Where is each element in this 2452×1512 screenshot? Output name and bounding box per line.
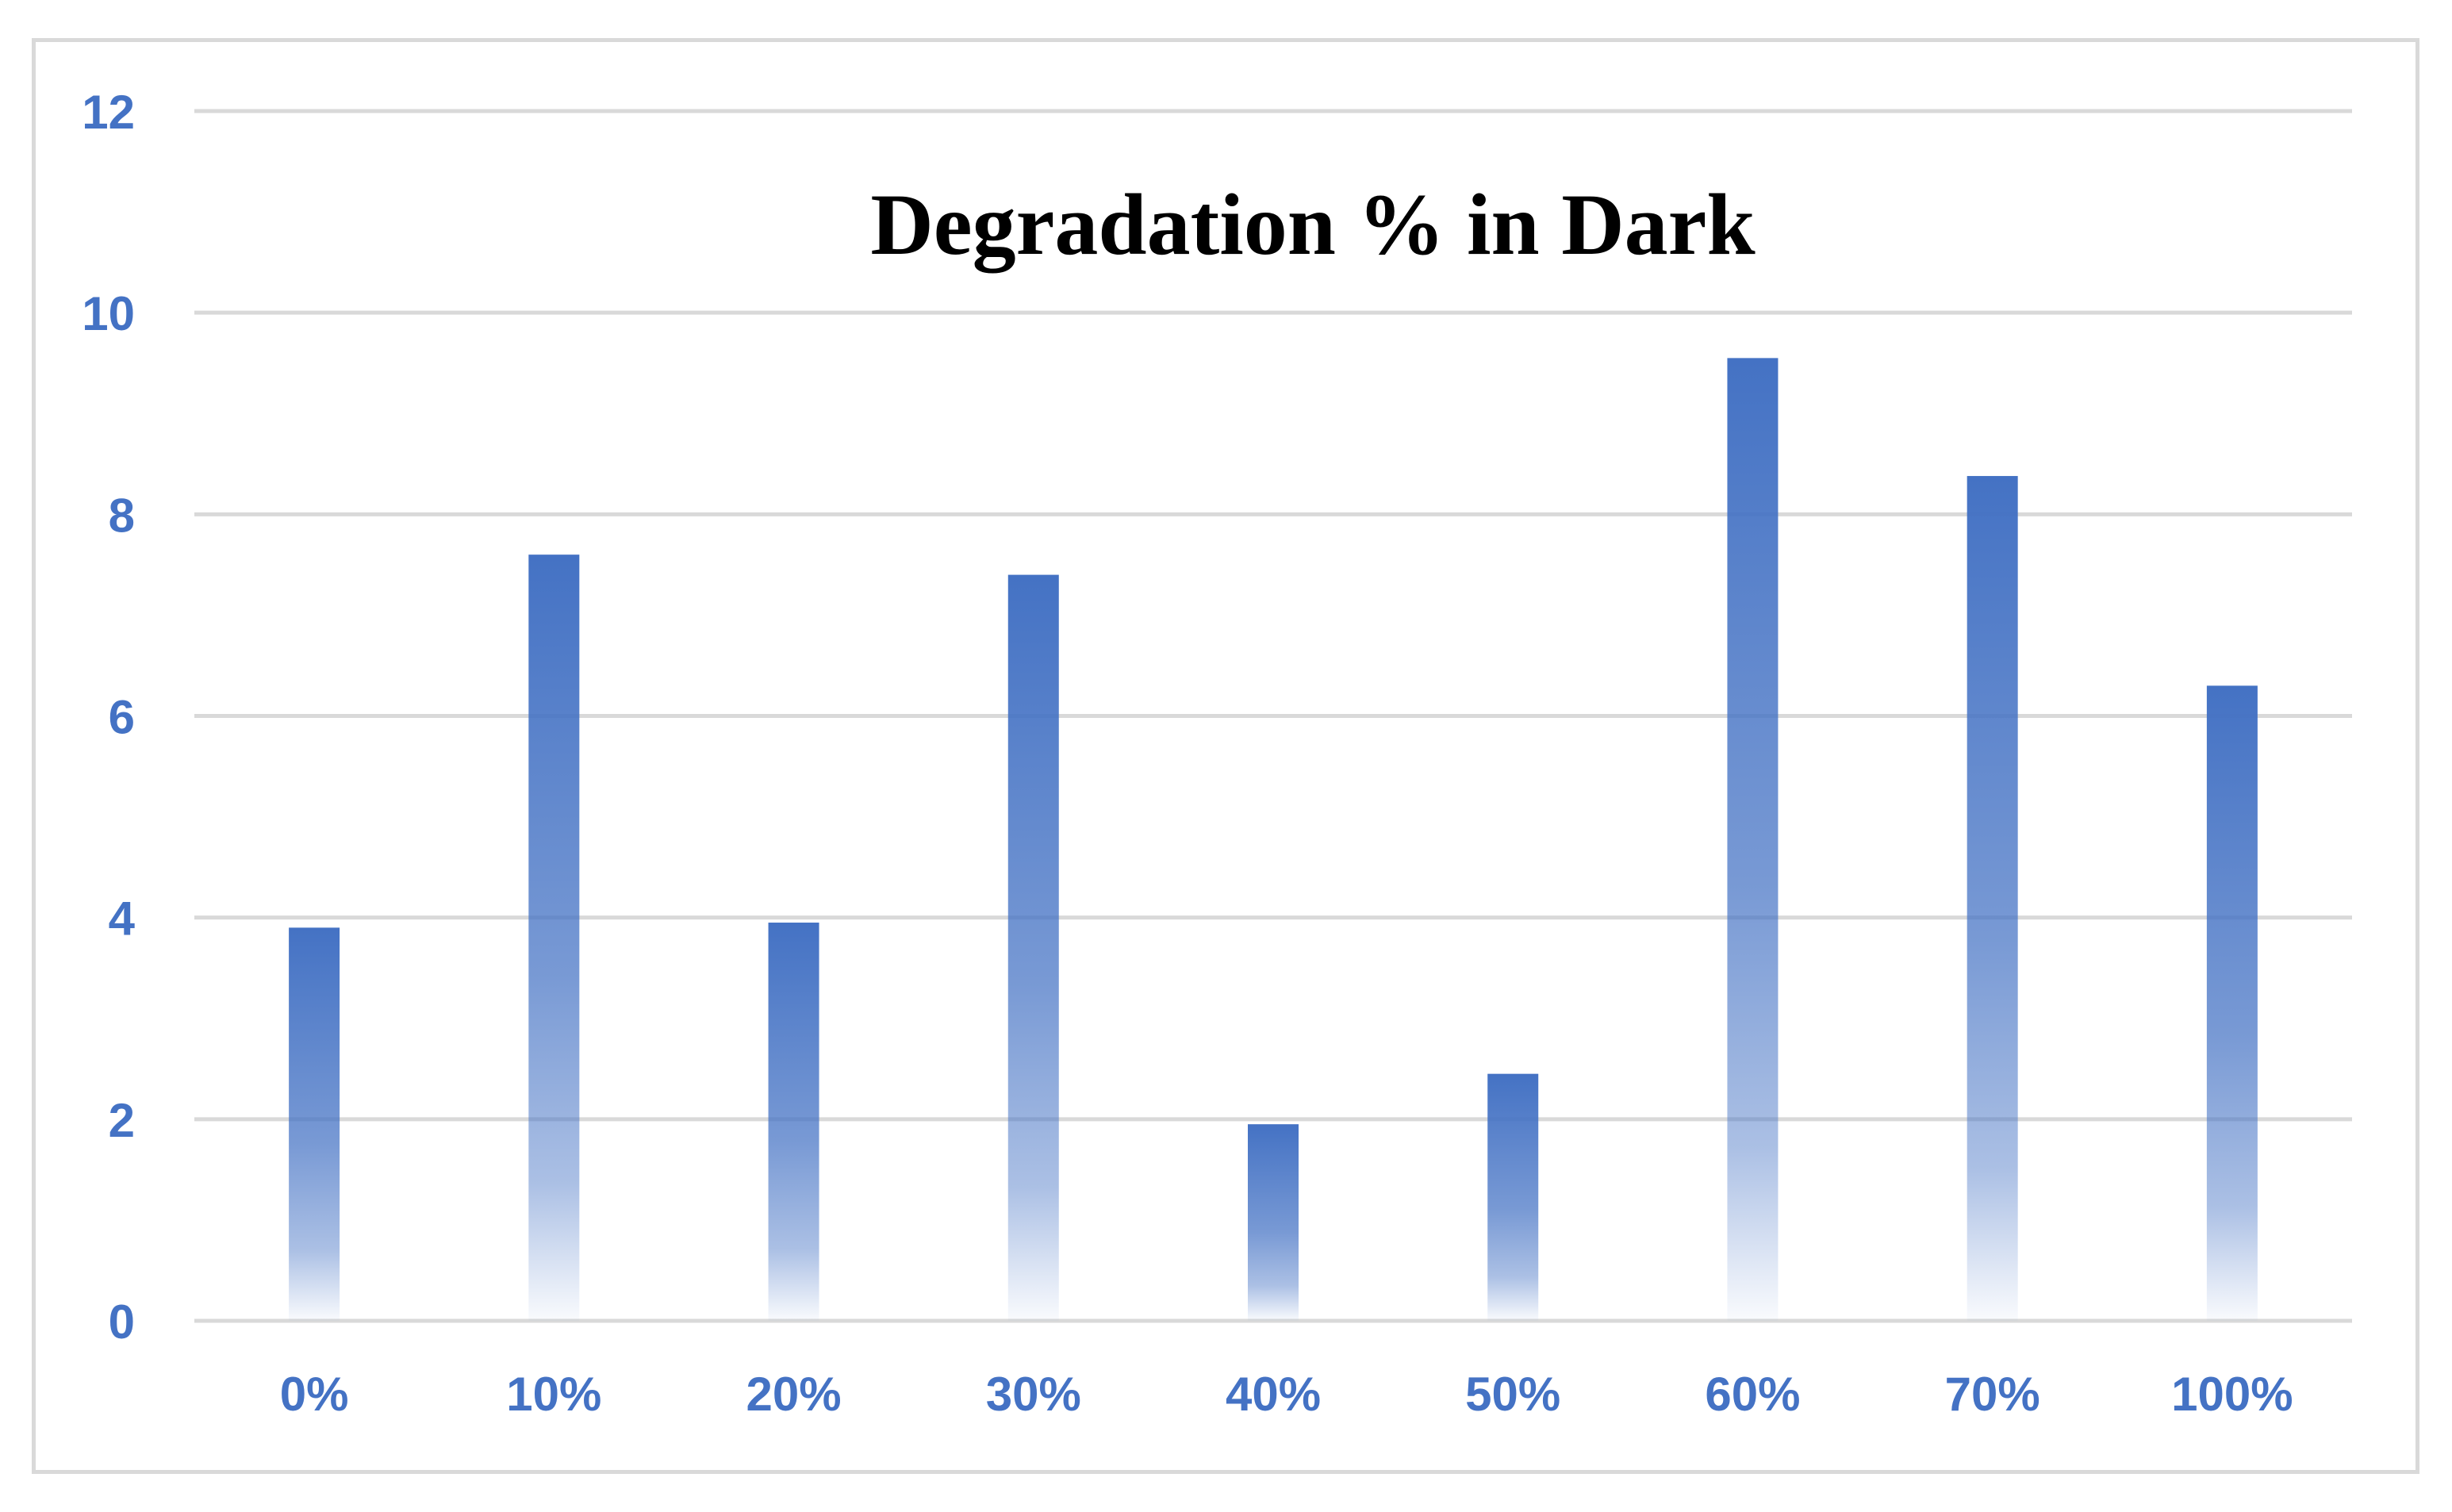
x-tick-label: 50% (1465, 1368, 1560, 1421)
chart-frame (32, 38, 2419, 1474)
bar-40pct (1248, 1124, 1299, 1321)
y-tick-label: 10 (82, 287, 135, 340)
x-tick-label: 30% (986, 1368, 1081, 1421)
bar-30pct (1007, 574, 1059, 1321)
bar-10pct (528, 555, 580, 1321)
bar-50pct (1487, 1073, 1539, 1321)
x-tick-label: 10% (506, 1368, 601, 1421)
x-tick-label: 0% (280, 1368, 349, 1421)
x-tick-label: 100% (2171, 1368, 2293, 1421)
y-tick-label: 0 (109, 1295, 135, 1349)
bar-100pct (2206, 685, 2258, 1321)
y-axis-ticks: 0 2 4 6 8 10 12 (82, 86, 135, 1349)
x-tick-label: 40% (1226, 1368, 1321, 1421)
y-tick-label: 12 (82, 86, 135, 139)
bar-60pct (1727, 358, 1779, 1322)
bar-70pct (1967, 476, 2018, 1321)
x-axis-ticks: 0% 10% 20% 30% 40% 50% 60% 70% 100% (280, 1368, 2293, 1421)
x-tick-label: 60% (1705, 1368, 1800, 1421)
bars (289, 358, 2258, 1322)
y-tick-label: 4 (109, 892, 136, 946)
bar-20pct (768, 923, 819, 1321)
y-tick-label: 6 (109, 691, 135, 744)
chart-title: Degradation % in Dark (870, 176, 1756, 273)
bar-0pct (289, 927, 340, 1321)
x-tick-label: 70% (1945, 1368, 2040, 1421)
y-tick-label: 2 (109, 1094, 135, 1147)
x-tick-label: 20% (746, 1368, 842, 1421)
y-tick-label: 8 (109, 489, 135, 542)
